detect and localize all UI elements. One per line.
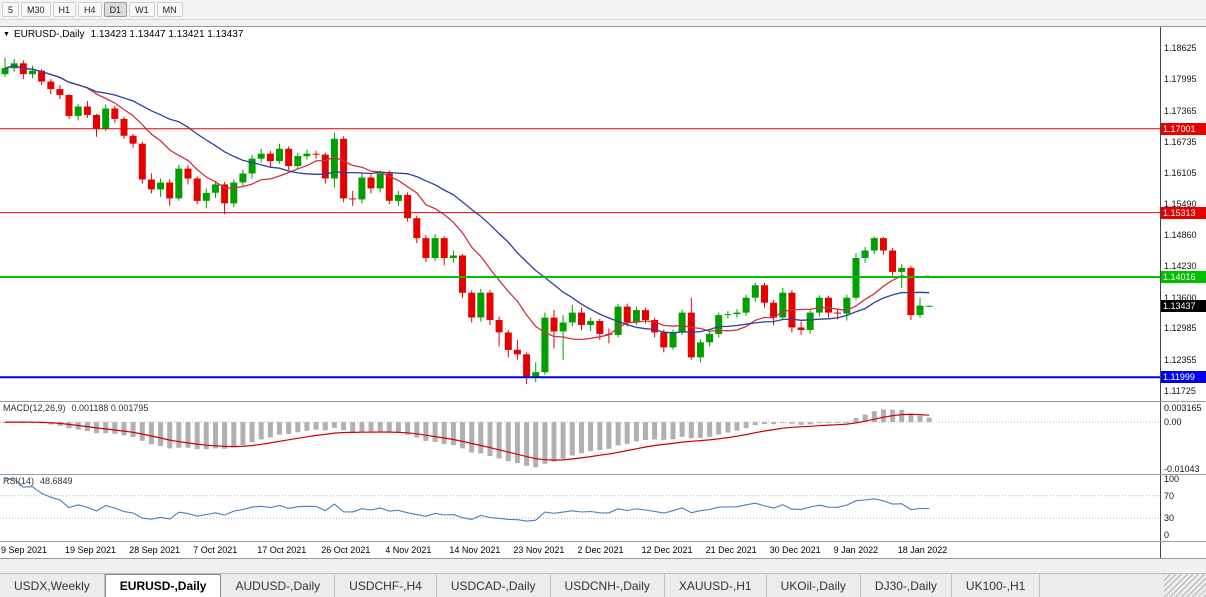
time-axis-label: 28 Sep 2021 [129,545,180,555]
price-axis-label: 1.16735 [1164,136,1197,147]
chart-tab-usdchf-h4[interactable]: USDCHF-,H4 [335,574,437,597]
timeframe-button-w1[interactable]: W1 [129,2,155,17]
macd-histogram [2,409,932,468]
macd-indicator-chart[interactable] [0,402,1160,474]
price-axis-label: 1.12355 [1164,354,1197,365]
timeframe-button-5[interactable]: 5 [2,2,20,17]
chart-tab-usdcad-daily[interactable]: USDCAD-,Daily [436,574,551,597]
price-axis-label: 1.16105 [1164,168,1197,179]
time-axis-label: 30 Dec 2021 [770,545,821,555]
chart-tab-ukoil-daily[interactable]: UKOil-,Daily [766,574,861,597]
macd-axis-label: 0.00 [1164,417,1182,428]
price-axis: 1.18625 1.17995 1.17365 1.16735 1.16105 1.154… [1160,27,1206,401]
chart-symbol-label: EURUSD-,Daily [13,29,85,40]
rsi-axis-label: 0 [1164,530,1170,540]
chart-tab-dj30-daily[interactable]: DJ30-,Daily [860,574,952,597]
symbol-marker-icon: ▼ [3,31,10,38]
price-axis-label: 1.17365 [1164,105,1197,116]
timeframe-toolbar: 5 M30 H1 H4 D1 W1 MN [0,0,1206,20]
rsi-row: RSI(14) 48.6849 100 70 30 0 [0,475,1206,542]
macd-signal-line [5,413,930,461]
time-axis-label: 9 Jan 2022 [834,545,879,555]
rsi-line [5,478,930,522]
price-level-badge: 1.14016 [1161,271,1206,284]
chart-ohlc-values: 1.13423 1.13447 1.13421 1.13437 [90,29,244,40]
macd-title: MACD(12,26,9) [3,403,66,413]
time-axis-label: 18 Jan 2022 [898,545,948,555]
time-axis: 9 Sep 2021 19 Sep 2021 28 Sep 2021 7 Oct 20… [1,545,948,555]
macd-row: MACD(12,26,9) 0.001188 0.001795 0.003165… [0,402,1206,475]
ma-line-fast [4,65,930,341]
time-axis-label: 19 Sep 2021 [65,545,116,555]
time-axis-label: 2 Dec 2021 [578,545,624,555]
scroll-hatch [1164,574,1206,597]
timeframe-button-m30[interactable]: M30 [21,2,51,17]
price-level-badge: 1.11999 [1161,371,1206,384]
main-chart-panel: ▼ EURUSD-,Daily 1.13423 1.13447 1.13421 … [0,27,1160,401]
chart-tabs-bar: USDX,Weekly EURUSD-,Daily AUDUSD-,Daily USD… [0,573,1206,597]
chart-tab-eurusd-daily[interactable]: EURUSD-,Daily [104,574,222,597]
current-price-badge: 1.13437 [1161,299,1206,312]
price-axis-label: 1.18625 [1164,43,1197,54]
timeframe-button-d1[interactable]: D1 [103,2,128,17]
time-axis-label: 14 Nov 2021 [449,545,500,555]
time-axis-panel: 9 Sep 2021 19 Sep 2021 28 Sep 2021 7 Oct 20… [0,542,1160,558]
price-axis-label: 1.14860 [1164,230,1197,241]
timeframe-button-h4[interactable]: H4 [78,2,102,17]
main-price-chart[interactable] [0,27,1160,401]
time-axis-corner [1160,542,1206,558]
chart-header: ▼ EURUSD-,Daily 1.13423 1.13447 1.13421 … [3,29,243,40]
macd-axis-label: -0.01043 [1164,463,1200,474]
candles [1,57,933,385]
time-axis-label: 23 Nov 2021 [513,545,564,555]
rsi-panel: RSI(14) 48.6849 [0,475,1160,541]
chart-window: ▼ EURUSD-,Daily 1.13423 1.13447 1.13421 … [0,26,1206,559]
chart-tab-xauusd-h1[interactable]: XAUUSD-,H1 [664,574,767,597]
rsi-label: RSI(14) 48.6849 [3,476,73,486]
chart-tab-usdcnh-daily[interactable]: USDCNH-,Daily [550,574,665,597]
chart-tab-uk100-h1[interactable]: UK100-,H1 [951,574,1041,597]
price-axis-label: 1.11725 [1164,385,1196,396]
price-axis-label: 1.13600 [1164,292,1197,303]
time-axis-label: 9 Sep 2021 [1,545,47,555]
rsi-axis-label: 30 [1164,513,1175,524]
macd-panel: MACD(12,26,9) 0.001188 0.001795 [0,402,1160,474]
timeframe-button-h1[interactable]: H1 [52,2,77,17]
time-axis-row: 9 Sep 2021 19 Sep 2021 28 Sep 2021 7 Oct 20… [0,542,1206,559]
ma-line-slow [4,65,930,334]
price-axis-label: 1.17995 [1164,74,1197,85]
time-axis-label: 26 Oct 2021 [321,545,370,555]
time-axis-label: 17 Oct 2021 [257,545,306,555]
rsi-indicator-chart[interactable] [0,475,1160,541]
macd-axis: 0.003165 0.00 -0.01043 [1160,402,1206,474]
macd-values: 0.001188 0.001795 [71,403,149,413]
price-axis-label: 1.14230 [1164,261,1197,272]
rsi-axis-label: 100 [1164,475,1180,484]
price-axis-label: 1.15490 [1164,198,1197,209]
chart-tab-usdx-weekly[interactable]: USDX,Weekly [0,574,105,597]
time-axis-label: 21 Dec 2021 [706,545,757,555]
time-axis-label: 12 Dec 2021 [642,545,693,555]
rsi-axis-label: 70 [1164,490,1175,501]
macd-label: MACD(12,26,9) 0.001188 0.001795 [3,403,148,413]
rsi-value: 48.6849 [40,476,73,486]
rsi-title: RSI(14) [3,476,35,486]
timeframe-button-mn[interactable]: MN [156,2,183,17]
rsi-axis: 100 70 30 0 [1160,475,1206,541]
chart-tab-audusd-daily[interactable]: AUDUSD-,Daily [221,574,336,597]
macd-axis-label: 0.003165 [1164,402,1202,413]
price-axis-label: 1.12985 [1164,323,1197,334]
time-axis-label: 7 Oct 2021 [193,545,237,555]
price-level-badge: 1.15313 [1161,206,1206,219]
price-level-badge: 1.17001 [1161,122,1206,135]
main-chart-row: ▼ EURUSD-,Daily 1.13423 1.13447 1.13421 … [0,27,1206,402]
time-axis-label: 4 Nov 2021 [385,545,431,555]
